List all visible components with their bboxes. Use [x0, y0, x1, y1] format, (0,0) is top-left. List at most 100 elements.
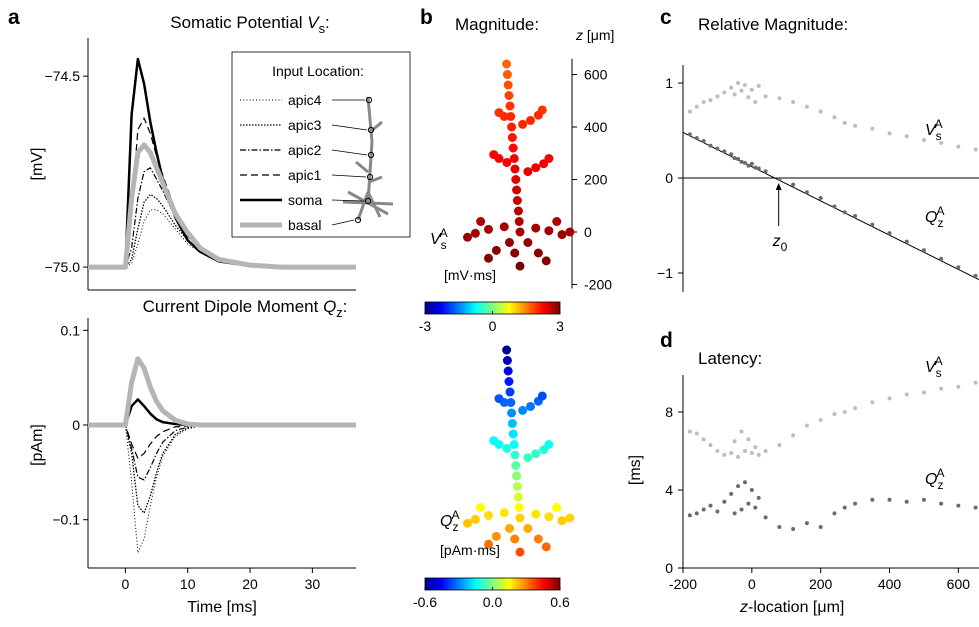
series-label-part: A	[935, 117, 943, 131]
point	[818, 417, 823, 422]
point	[732, 92, 737, 97]
point	[694, 136, 699, 141]
compartment	[512, 196, 522, 205]
panel-letter: b	[420, 6, 433, 29]
y-tick-label: 8	[665, 404, 673, 420]
point	[729, 85, 734, 90]
x-tick-label: 30	[305, 576, 321, 592]
point	[921, 248, 926, 253]
series-line	[88, 424, 356, 459]
compartment	[557, 230, 567, 240]
compartment	[512, 482, 522, 491]
y-tick-label: −1	[657, 265, 673, 281]
compartment	[510, 164, 520, 174]
compartment	[506, 398, 516, 407]
point	[791, 100, 796, 105]
colorbar-tick-label: -3	[419, 318, 432, 334]
compartment	[518, 119, 528, 129]
x-tick-label: -200	[669, 576, 697, 592]
compartment	[463, 518, 472, 528]
compartment	[510, 450, 520, 460]
point	[887, 131, 892, 136]
compartment	[513, 492, 523, 502]
series-label-part: A	[936, 204, 944, 218]
legend-label: apic3	[288, 117, 322, 133]
x-tick-label: 0	[748, 576, 756, 592]
point	[921, 390, 926, 395]
chart-title-part: z	[336, 305, 342, 320]
point	[694, 431, 699, 436]
point	[832, 115, 837, 120]
compartment	[507, 122, 517, 132]
series-label-part: s	[936, 366, 942, 380]
series-label-part: Q	[925, 471, 937, 488]
legend-label: apic4	[288, 92, 322, 108]
compartment	[484, 539, 493, 549]
point	[777, 443, 782, 448]
point	[708, 98, 713, 103]
compartment	[515, 547, 525, 557]
chart-title: Magnitude:	[455, 15, 539, 34]
point	[732, 439, 737, 444]
legend-leader	[331, 174, 367, 178]
point	[715, 94, 720, 99]
point	[722, 499, 727, 504]
point	[687, 429, 692, 434]
point	[939, 386, 944, 391]
compartment	[506, 112, 516, 121]
point	[746, 95, 751, 100]
chart-title-part: Current Dipole Moment	[143, 297, 323, 316]
series-label: QzA	[925, 204, 944, 230]
point	[904, 134, 909, 139]
compartment	[470, 228, 480, 238]
compartment	[515, 261, 525, 271]
legend-dot	[367, 126, 375, 134]
point	[746, 437, 751, 442]
compartment	[526, 115, 535, 125]
point	[842, 505, 847, 510]
y-tick-label: 4	[665, 482, 673, 498]
compartment	[476, 217, 486, 226]
annotation: z0	[772, 233, 788, 254]
compartment	[489, 150, 499, 160]
y-tick-label: 0.1	[61, 322, 81, 338]
compartment	[502, 59, 512, 69]
z-tick-label: -200	[584, 277, 612, 293]
series-label-part: z	[937, 216, 943, 230]
point	[921, 138, 926, 143]
measure-label-part: A	[440, 226, 448, 240]
point	[756, 83, 761, 88]
compartment	[505, 524, 514, 533]
point	[853, 214, 858, 219]
colorbar-tick-label: 0	[489, 318, 497, 334]
legend-dot	[365, 96, 373, 104]
chart-title-part: Somatic Potential	[170, 13, 307, 32]
point	[956, 503, 961, 508]
legend-dot	[366, 173, 374, 181]
point	[742, 449, 747, 454]
compartment	[511, 175, 521, 184]
compartment	[510, 248, 520, 258]
point	[956, 144, 961, 149]
point	[956, 265, 961, 270]
series-label-part: s	[936, 129, 942, 143]
point	[736, 454, 741, 459]
compartment	[531, 163, 541, 173]
point	[818, 195, 823, 200]
legend-label: basal	[288, 217, 321, 233]
x-tick-label: 200	[809, 576, 833, 592]
x-axis-label: z-location [μm]	[739, 599, 844, 616]
compartment	[502, 443, 512, 453]
y-axis-label: [pAm]	[29, 424, 46, 466]
compartment	[491, 245, 501, 255]
fit-line	[682, 131, 979, 281]
point	[921, 497, 926, 502]
compartment	[489, 436, 499, 446]
point	[687, 513, 692, 518]
point	[973, 147, 978, 152]
z-tick-label: 0	[584, 224, 592, 240]
point	[791, 182, 796, 187]
compartment	[499, 508, 509, 518]
point	[722, 90, 727, 95]
point	[870, 497, 875, 502]
